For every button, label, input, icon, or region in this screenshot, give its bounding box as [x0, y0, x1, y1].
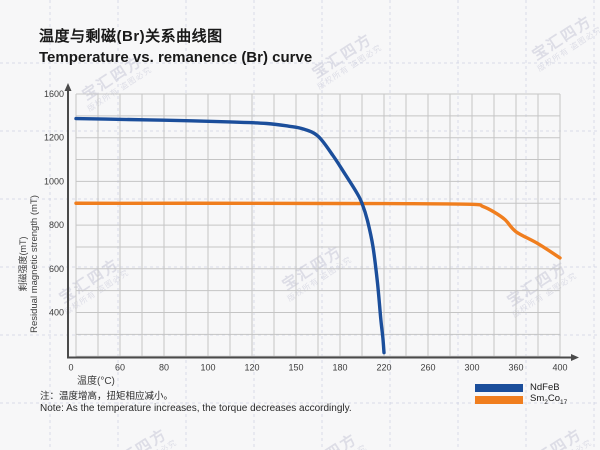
x-tick-label: 150	[288, 363, 303, 373]
note: 注：温度增高，扭矩相应减小。 Note: As the temperature …	[40, 391, 352, 415]
y-tick-label: 400	[49, 308, 64, 318]
note-line-cn: 注：温度增高，扭矩相应减小。	[40, 391, 174, 402]
x-tick-label: 180	[332, 363, 347, 373]
legend-swatch-ndfeb	[475, 383, 523, 392]
y-axis-title-cn: 剩磁强度(mT)	[18, 236, 28, 292]
legend-label-sm2co17: Sm2Co17	[530, 393, 568, 406]
x-axis-title: 温度(°C)	[77, 376, 115, 387]
x-tick-label: 80	[159, 363, 169, 373]
x-tick-label: 120	[244, 363, 259, 373]
axes	[67, 90, 572, 359]
y-tick-label: 1600	[44, 89, 64, 99]
x-tick-label: 400	[552, 363, 567, 373]
x-tick-labels: 0 60 80 100 120 150 180 220 260 300 360 400	[68, 363, 567, 373]
x-tick-label: 300	[464, 363, 479, 373]
y-tick-labels: 1600 1200 1000 800 600 400	[44, 89, 64, 318]
x-axis-arrow	[571, 354, 579, 361]
legend-label-ndfeb: NdFeB	[530, 382, 560, 393]
y-tick-label: 800	[49, 220, 64, 230]
x-tick-label: 360	[508, 363, 523, 373]
series-ndfeb-line	[74, 116, 386, 355]
series-sm2co17-line	[74, 201, 562, 260]
x-tick-label: 220	[376, 363, 391, 373]
x-tick-label: 60	[115, 363, 125, 373]
y-axis-title: 剩磁强度(mT) Residual magnetic strength (mT)	[17, 178, 41, 350]
title-block: 温度与剩磁(Br)关系曲线图 Temperature vs. remanence…	[39, 27, 312, 68]
page-title-cn: 温度与剩磁(Br)关系曲线图	[39, 28, 223, 45]
legend-item-ndfeb: NdFeB	[475, 382, 567, 393]
y-tick-label: 1200	[44, 133, 64, 143]
grid	[75, 93, 561, 358]
x-tick-label: 260	[420, 363, 435, 373]
page-title-en: Temperature vs. remanence (Br) curve	[39, 49, 313, 66]
y-axis-title-en: Residual magnetic strength (mT)	[29, 195, 40, 333]
x-tick-label: 100	[200, 363, 215, 373]
x-tick-label: 0	[68, 363, 73, 373]
y-tick-label: 1000	[44, 176, 64, 186]
legend: NdFeB Sm2Co17	[475, 382, 567, 406]
y-axis-arrow	[64, 83, 72, 91]
legend-item-sm2co17: Sm2Co17	[475, 393, 568, 406]
note-line-en: Note: As the temperature increases, the …	[40, 403, 352, 414]
y-tick-label: 600	[49, 264, 64, 274]
legend-swatch-sm2co17	[475, 395, 523, 404]
